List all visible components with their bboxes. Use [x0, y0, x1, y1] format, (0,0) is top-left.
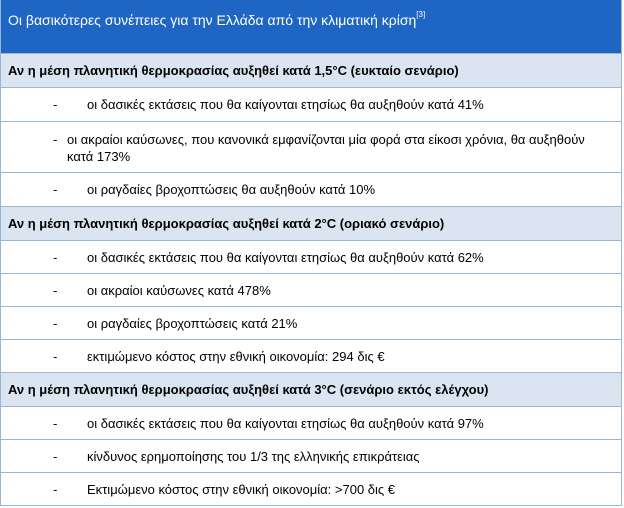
reference-mark: [3] — [416, 10, 426, 19]
bullet-dash: - — [53, 348, 58, 364]
list-item: - εκτιμώμενο κόστος στην εθνική οικονομία… — [1, 340, 621, 373]
list-item: - οι ακραίοι καύσωνες κατά 478% — [1, 274, 621, 307]
section-heading-text: Αν η μέση πλανητική θερμοκρασίας αυξηθεί… — [8, 216, 445, 231]
list-item-text: οι ραγδαίες βροχοπτώσεις θα αυξηθούν κατ… — [87, 182, 376, 197]
bullet-dash: - — [53, 182, 58, 197]
section-heading-2c: Αν η μέση πλανητική θερμοκρασίας αυξηθεί… — [1, 207, 621, 241]
bullet-dash: - — [53, 132, 58, 147]
list-item: - οι δασικές εκτάσεις που θα καίγονται ετ… — [1, 88, 621, 122]
section-heading-text: Αν η μέση πλανητική θερμοκρασίας αυξηθεί… — [8, 382, 489, 397]
table-title: Οι βασικότερες συνέπειες για την Ελλάδα … — [1, 0, 621, 54]
list-item: - οι δασικές εκτάσεις που θα καίγονται ετ… — [1, 407, 621, 440]
bullet-dash: - — [53, 282, 58, 298]
list-item: - οι δασικές εκτάσεις που θα καίγονται ετ… — [1, 241, 621, 274]
list-item: - Εκτιμώμενο κόστος στην εθνική οικονομία… — [1, 473, 621, 506]
list-item-text: εκτιμώμενο κόστος στην εθνική οικονομία:… — [87, 348, 385, 364]
bullet-dash: - — [53, 315, 58, 331]
section-heading-1-5c: Αν η μέση πλανητική θερμοκρασίας αυξηθεί… — [1, 54, 621, 88]
bullet-dash: - — [53, 249, 58, 265]
list-item: - οι ραγδαίες βροχοπτώσεις κατά 21% — [1, 307, 621, 340]
section-heading-3c: Αν η μέση πλανητική θερμοκρασίας αυξηθεί… — [1, 373, 621, 407]
list-item-text: οι δασικές εκτάσεις που θα καίγονται ετη… — [87, 415, 484, 431]
list-item: - οι ακραίοι καύσωνες, που κανονικά εμφαν… — [1, 122, 621, 173]
list-item-text: Εκτιμώμενο κόστος στην εθνική οικονομία:… — [87, 481, 396, 497]
list-item-text: οι δασικές εκτάσεις που θα καίγονται ετη… — [87, 97, 484, 112]
table-title-text: Οι βασικότερες συνέπειες για την Ελλάδα … — [8, 12, 417, 28]
list-item-text: οι ακραίοι καύσωνες, που κανονικά εμφανί… — [67, 132, 585, 164]
section-heading-text: Αν η μέση πλανητική θερμοκρασίας αυξηθεί… — [8, 63, 459, 78]
bullet-dash: - — [53, 448, 58, 464]
list-item-text: οι ραγδαίες βροχοπτώσεις κατά 21% — [87, 315, 298, 331]
list-item-text: οι ακραίοι καύσωνες κατά 478% — [87, 282, 271, 298]
list-item: - οι ραγδαίες βροχοπτώσεις θα αυξηθούν κα… — [1, 173, 621, 207]
list-item: - κίνδυνος ερημοποίησης του 1/3 της ελλην… — [1, 440, 621, 473]
bullet-dash: - — [53, 481, 58, 497]
list-item-text: κίνδυνος ερημοποίησης του 1/3 της ελληνι… — [87, 448, 420, 464]
bullet-dash: - — [53, 97, 58, 112]
bullet-dash: - — [53, 415, 58, 431]
list-item-text: οι δασικές εκτάσεις που θα καίγονται ετη… — [87, 249, 484, 265]
